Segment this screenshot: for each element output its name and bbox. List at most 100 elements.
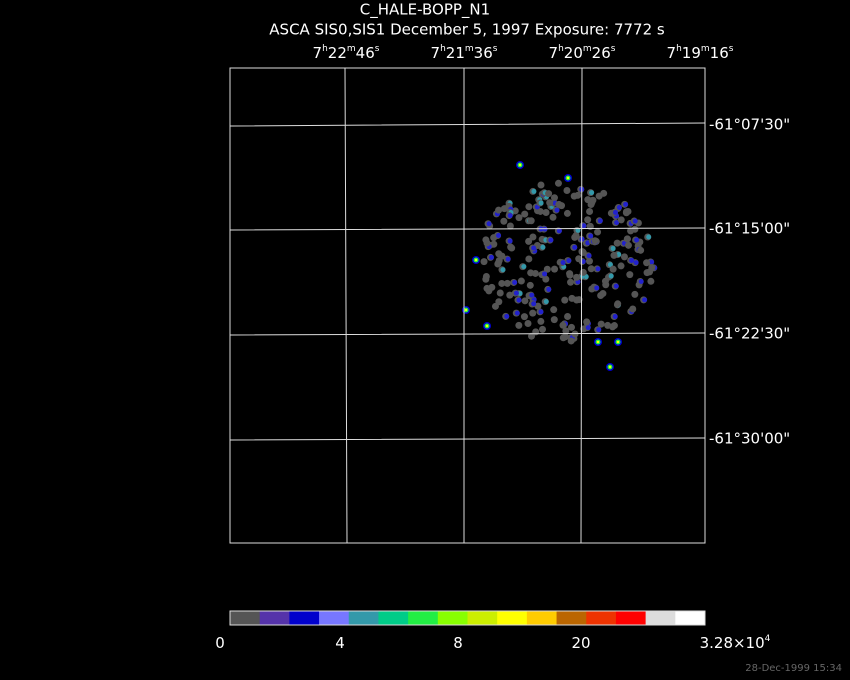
blob	[638, 279, 644, 285]
dec-label: -61°07'30"	[709, 116, 790, 134]
blob	[515, 214, 523, 222]
blob	[561, 296, 569, 304]
blob	[488, 254, 494, 260]
colorbar-cell	[437, 611, 468, 625]
blob	[518, 163, 522, 167]
blob	[566, 176, 570, 180]
blob	[617, 216, 625, 224]
colorbar-cell	[348, 611, 379, 625]
colorbar-label: 0	[215, 634, 225, 652]
blob	[482, 236, 490, 244]
label-part: 20	[564, 44, 583, 62]
colorbar-cell	[259, 611, 290, 625]
blob	[550, 194, 558, 202]
blob	[514, 310, 520, 316]
ra-label: 7h22m46s	[313, 44, 380, 62]
blob	[596, 340, 600, 344]
colorbar-cell	[586, 611, 617, 625]
label-part: 20	[571, 634, 590, 652]
blob	[526, 281, 534, 289]
colorbar-cell	[615, 611, 647, 625]
blob	[586, 253, 592, 259]
blob	[643, 259, 651, 267]
label-part: s	[375, 44, 380, 54]
ra-grid	[344, 67, 583, 544]
blob	[572, 244, 578, 250]
blob	[609, 265, 617, 273]
blob	[564, 313, 572, 321]
blob	[608, 273, 614, 279]
colorbar-cell	[675, 611, 706, 625]
blob	[571, 233, 579, 241]
blob	[614, 220, 620, 226]
blob	[594, 228, 602, 236]
colorbar-cell	[556, 611, 587, 625]
blob	[648, 264, 656, 272]
blob	[631, 225, 639, 233]
blob	[485, 324, 489, 328]
blob	[525, 237, 533, 245]
blob	[538, 309, 544, 315]
blob	[513, 290, 519, 296]
blob	[566, 258, 572, 264]
blob	[563, 186, 571, 194]
label-part: s	[611, 44, 616, 54]
blob	[586, 207, 594, 215]
colorbar-cell	[378, 611, 409, 625]
blob	[539, 325, 547, 333]
label-part: 7	[667, 44, 677, 62]
blob	[566, 270, 574, 278]
blob	[629, 257, 635, 263]
label-part: 4	[765, 634, 771, 644]
blob	[620, 253, 628, 261]
label-part: h	[440, 44, 446, 54]
colorbar-cell	[645, 611, 676, 625]
blob	[524, 320, 532, 328]
blob	[581, 223, 587, 229]
blob	[554, 207, 560, 213]
blob	[587, 265, 595, 273]
blob	[474, 258, 478, 262]
blob	[531, 188, 537, 194]
blob	[646, 234, 652, 240]
blob	[515, 321, 523, 329]
blob	[525, 203, 533, 211]
blob	[622, 209, 630, 217]
blob	[634, 237, 640, 243]
blob	[584, 216, 592, 224]
blob	[583, 318, 591, 326]
blob	[507, 238, 513, 244]
dec-label: -61°15'00"	[709, 220, 790, 238]
blob	[555, 200, 563, 208]
blob	[537, 317, 545, 325]
plot-frame	[229, 67, 706, 544]
blob	[583, 274, 589, 280]
blob	[507, 213, 513, 219]
blob	[464, 308, 468, 312]
blob	[512, 279, 518, 285]
blob	[538, 200, 544, 206]
blob	[599, 290, 607, 298]
blob	[548, 237, 554, 243]
blob	[597, 218, 603, 224]
blob	[551, 265, 559, 273]
blob	[529, 309, 537, 317]
colorbar-cell	[497, 611, 528, 625]
blob	[546, 199, 554, 207]
blob	[543, 299, 549, 305]
blob	[575, 296, 583, 304]
blob	[614, 300, 622, 308]
colorbar-cell	[526, 611, 558, 625]
blob	[567, 278, 575, 286]
blob	[585, 325, 591, 331]
colorbar-label: 4	[335, 634, 345, 652]
blob	[517, 277, 525, 285]
blob	[616, 340, 620, 344]
dec-label: -61°30'00"	[709, 430, 790, 448]
blob	[607, 262, 613, 268]
label-part: 0	[215, 634, 225, 652]
blob	[516, 297, 522, 303]
blob	[567, 337, 575, 345]
